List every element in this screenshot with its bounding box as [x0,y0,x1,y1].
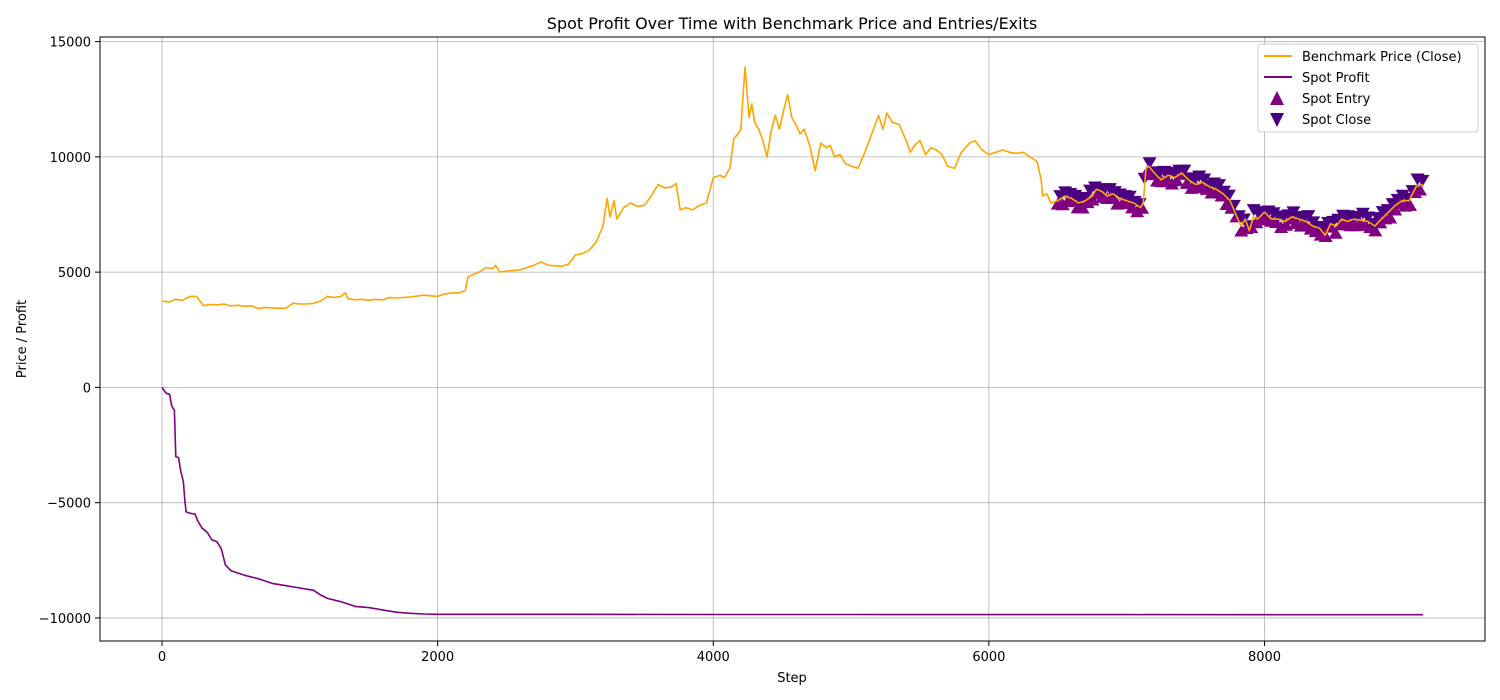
spot-entry-marker [1135,201,1150,214]
axis-ticks: 0 2000 4000 6000 8000 −10000 −5000 0 5000 10000 15… [39,36,1281,665]
x-axis-title: Step [777,671,807,686]
spot-entry-marker [1328,226,1343,239]
chart-title: Spot Profit Over Time with Benchmark Pri… [547,14,1037,33]
legend-label-benchmark: Benchmark Price (Close) [1302,50,1462,65]
benchmark-price-line [161,66,1424,310]
y-tick-label: 10000 [50,151,91,166]
spot-entry-marker [1279,218,1294,231]
x-tick-label: 4000 [697,650,730,665]
spot-profit-line [161,386,1423,616]
spot-close-marker [1221,189,1236,202]
spot-close-marker [1197,173,1212,186]
spot-close-marker [1360,211,1375,224]
legend-label-spot-close: Spot Close [1302,113,1371,128]
x-tick-label: 6000 [972,650,1005,665]
x-tick-label: 8000 [1248,650,1281,665]
y-tick-label: −5000 [47,497,91,512]
series-lines [161,66,1424,616]
spot-entry-marker [1368,224,1383,237]
x-tick-label: 2000 [421,650,454,665]
y-tick-label: −10000 [39,612,91,627]
spot-close-marker [1415,174,1430,187]
legend-swatch-spot-close [1270,113,1284,127]
plot-frame [99,36,1486,642]
spot-entry-marker [1388,203,1403,216]
entry-exit-markers [1050,157,1430,243]
spot-entry-marker [1412,183,1427,196]
y-axis-title: Price / Profit [15,300,30,378]
spot-close-marker [1142,157,1157,170]
spot-entry-marker [1318,230,1333,243]
y-tick-label: 5000 [58,266,91,281]
spot-entry-marker [1214,189,1229,202]
spot-entry-marker [1169,174,1184,187]
spot-close-marker [1301,210,1316,223]
spot-entry-marker [1145,168,1160,181]
legend-box [1257,43,1479,133]
legend: Benchmark Price (Close) Spot Profit Spot… [1257,43,1479,133]
y-tick-label: 0 [83,381,91,396]
legend-label-spot-entry: Spot Entry [1302,92,1371,107]
spot-close-marker [1177,164,1192,177]
spot-close-marker [1236,213,1251,226]
spot-entry-marker [1403,199,1418,211]
spot-close-marker [1212,179,1227,191]
x-tick-label: 0 [158,650,166,665]
spot-entry-marker [1105,190,1120,203]
legend-label-spot-profit: Spot Profit [1302,71,1370,86]
grid [100,37,1485,641]
legend-swatch-spot-entry [1270,91,1284,105]
spot-entry-marker [1383,211,1398,224]
spot-close-marker [1078,191,1093,204]
y-tick-label: 15000 [50,36,91,51]
